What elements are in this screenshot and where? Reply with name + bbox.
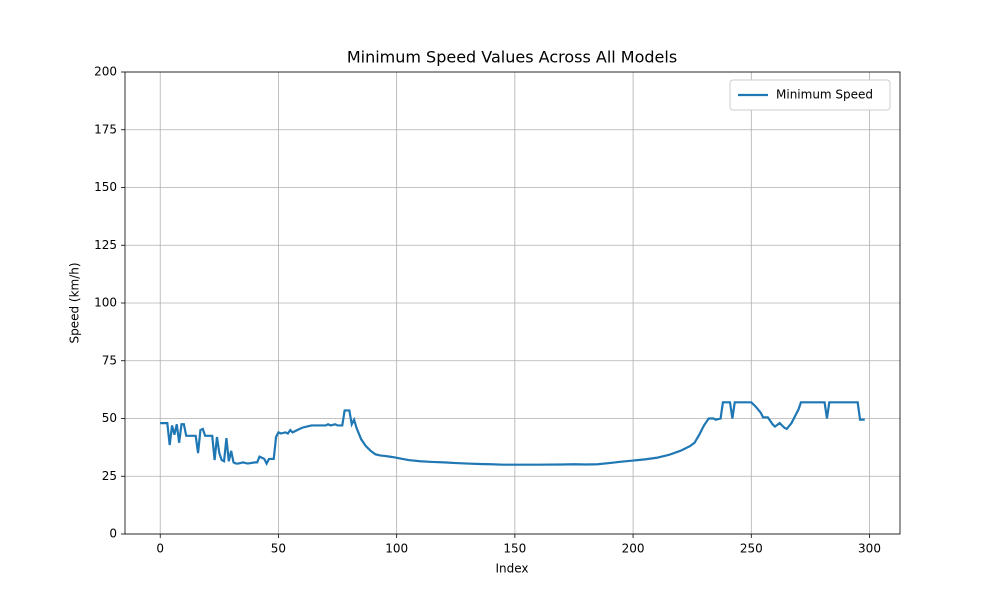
x-tick-label: 50 <box>271 542 286 556</box>
x-tick-label: 100 <box>385 542 408 556</box>
x-tick-label: 0 <box>156 542 164 556</box>
y-axis-label: Speed (km/h) <box>68 262 82 343</box>
y-tick-label: 125 <box>94 238 117 252</box>
y-tick-label: 0 <box>109 527 117 541</box>
plot-frame <box>124 71 901 535</box>
chart-title: Minimum Speed Values Across All Models <box>347 48 677 67</box>
legend-box <box>729 79 891 111</box>
data-line <box>160 401 865 466</box>
y-tick-label: 150 <box>94 180 117 194</box>
legend-label: Minimum Speed <box>776 88 873 102</box>
y-tick-label: 200 <box>94 65 117 79</box>
y-tick-label: 100 <box>94 296 117 310</box>
x-tick-label: 250 <box>740 542 763 556</box>
y-tick-label: 50 <box>102 411 117 425</box>
x-tick-label: 300 <box>858 542 881 556</box>
x-tick-label: 200 <box>622 542 645 556</box>
x-tick-label: 150 <box>503 542 526 556</box>
y-tick-label: 75 <box>102 353 117 367</box>
y-tick-label: 175 <box>94 122 117 136</box>
x-axis-label: Index <box>495 562 528 576</box>
y-tick-label: 25 <box>102 469 117 483</box>
